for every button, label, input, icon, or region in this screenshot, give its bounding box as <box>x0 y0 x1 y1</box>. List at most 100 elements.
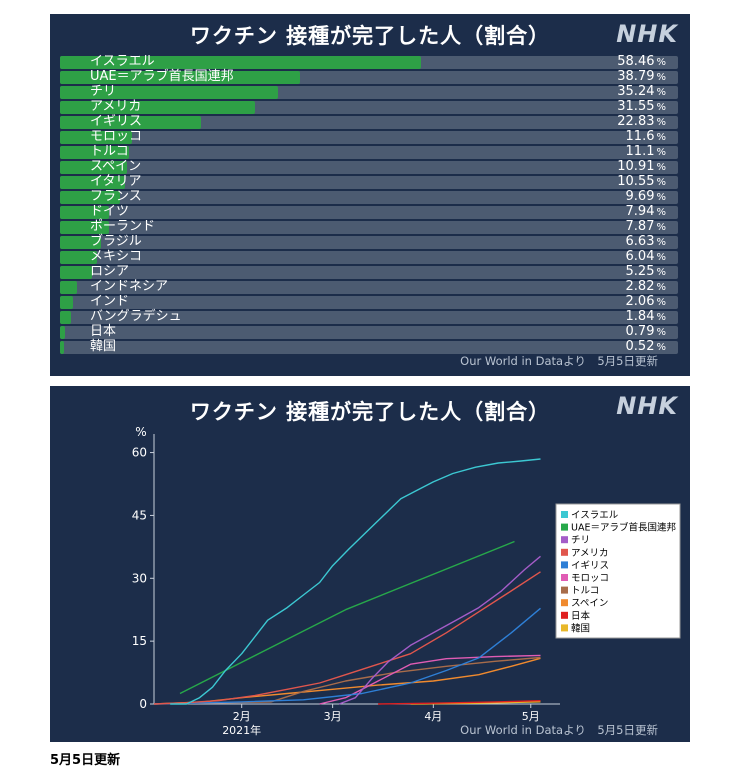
bar-row: スペイン 10.91% <box>60 159 678 174</box>
legend-label: トルコ <box>571 586 599 597</box>
bar <box>60 116 202 129</box>
legend-swatch <box>561 536 568 544</box>
bar-category-label: バングラデシュ <box>90 309 182 324</box>
bar <box>60 176 126 189</box>
bar <box>60 146 129 159</box>
line-chart: 0 15 30 45 60% 2月 3月 4月 5月 2021年 イスラエルUAE＝アラブ首長国連邦… <box>132 425 681 737</box>
series-line <box>153 571 541 705</box>
bar-track <box>60 176 678 189</box>
bar-category-label: アメリカ <box>90 99 142 114</box>
legend-swatch <box>561 523 568 531</box>
bar <box>60 221 109 234</box>
bar-row: フランス 9.69% <box>60 189 678 204</box>
bar-category-label: モロッコ <box>90 129 143 144</box>
series-line <box>179 540 515 695</box>
legend-label: アメリカ <box>571 548 609 559</box>
bar-track <box>60 161 678 174</box>
bar-row: イギリス 22.83% <box>60 114 678 129</box>
bar-value-label: 7.87% <box>625 219 666 234</box>
bar-value-label: 0.79% <box>625 324 666 339</box>
series-line <box>338 555 541 705</box>
bar-track <box>60 251 678 264</box>
bar-track <box>60 341 678 354</box>
bar-value-label: 22.83% <box>617 114 666 129</box>
nhk-logo-2: NHK <box>616 392 678 420</box>
bar-track <box>60 281 678 294</box>
bar-value-label: 6.63% <box>625 234 666 249</box>
bar-category-label: フランス <box>90 189 142 204</box>
bar-row: メキシコ 6.04% <box>60 249 678 264</box>
bar-track <box>60 311 678 324</box>
legend-box <box>555 503 681 639</box>
legend-label: イギリス <box>571 560 609 571</box>
line-chart-title: ワクチン 接種が完了した人（割合） <box>189 400 551 424</box>
bar-value-label: 0.52% <box>625 339 666 354</box>
y-tick-label: 45 <box>132 508 147 522</box>
bar-value-label: 6.04% <box>625 249 666 264</box>
bar-row: ドイツ 7.94% <box>60 204 678 219</box>
line-chart-source: Our World in Dataより 5月5日更新 <box>460 723 658 737</box>
bar-track <box>60 266 678 279</box>
bar <box>60 191 120 204</box>
line-chart-panel: ワクチン 接種が完了した人（割合） NHK 0 15 30 45 60% 2月 3月 4月 5月… <box>50 386 690 742</box>
bar-row: イスラエル 58.46% <box>60 54 678 69</box>
bar-track <box>60 296 678 309</box>
bar-category-label: ポーランド <box>90 219 156 234</box>
y-tick-label: 15 <box>132 634 147 648</box>
bar-row: トルコ 11.1% <box>60 144 678 159</box>
bar-row: 日本 0.79% <box>60 324 678 339</box>
series-line <box>378 700 541 705</box>
bar-value-label: 10.55% <box>617 174 666 189</box>
bar <box>60 266 93 279</box>
bar-row: アメリカ 31.55% <box>60 99 678 114</box>
bar-row: ポーランド 7.87% <box>60 219 678 234</box>
legend-label: スペイン <box>571 598 608 609</box>
bar-category-label: イスラエル <box>90 54 155 69</box>
bar-category-label: 日本 <box>90 324 117 339</box>
y-axis-label: % <box>135 425 146 439</box>
bar-category-label: スペイン <box>90 159 142 174</box>
nhk-logo: NHK <box>616 20 678 48</box>
x-tick-label: 3月 <box>324 710 342 723</box>
bar-value-label: 2.06% <box>625 294 666 309</box>
bar-row: UAE＝アラブ首長国連邦 38.79% <box>60 69 678 84</box>
bar-category-label: イギリス <box>90 114 143 129</box>
bar-category-label: 韓国 <box>90 339 117 354</box>
bar <box>60 236 101 249</box>
bar-value-label: 10.91% <box>617 159 666 174</box>
bar-value-label: 31.55% <box>617 99 666 114</box>
bar-row: ロシア 5.25% <box>60 264 678 279</box>
legend-label: モロッコ <box>571 573 609 584</box>
legend-label: チリ <box>571 535 590 546</box>
bar-category-label: メキシコ <box>90 249 143 264</box>
bar-category-label: UAE＝アラブ首長国連邦 <box>90 69 234 84</box>
bar-track <box>60 116 678 129</box>
bar-row: チリ 35.24% <box>60 84 678 99</box>
bar-chart-title: ワクチン 接種が完了した人（割合） <box>189 24 551 48</box>
bar <box>60 56 422 69</box>
bar-chart-panel: ワクチン 接種が完了した人（割合） NHK イスラエル 58.46% UAE＝アラブ… <box>50 14 690 376</box>
bar <box>60 101 255 114</box>
bar <box>60 341 64 354</box>
bar <box>60 71 300 84</box>
series-line <box>153 607 541 705</box>
bar-category-label: インド <box>90 294 130 309</box>
legend-swatch <box>561 548 568 556</box>
legend-label: 日本 <box>571 610 591 622</box>
bar-chart-source: Our World in Dataより 5月5日更新 <box>460 354 658 368</box>
bar-track <box>60 326 678 339</box>
bar <box>60 311 72 324</box>
bar <box>60 131 132 144</box>
legend-label: UAE＝アラブ首長国連邦 <box>571 522 676 534</box>
bar-value-label: 11.1% <box>625 144 666 159</box>
bar-row: 韓国 0.52% <box>60 339 678 354</box>
bar-category-label: トルコ <box>90 144 129 159</box>
legend-swatch <box>561 511 568 518</box>
bar-value-label: 1.84% <box>625 309 666 324</box>
bar-value-label: 2.82% <box>625 279 666 294</box>
bar-track <box>60 146 678 159</box>
bar-track <box>60 206 678 219</box>
bar <box>60 296 73 309</box>
update-footnote: 5月5日更新 <box>50 753 121 768</box>
legend-swatch <box>561 611 568 619</box>
